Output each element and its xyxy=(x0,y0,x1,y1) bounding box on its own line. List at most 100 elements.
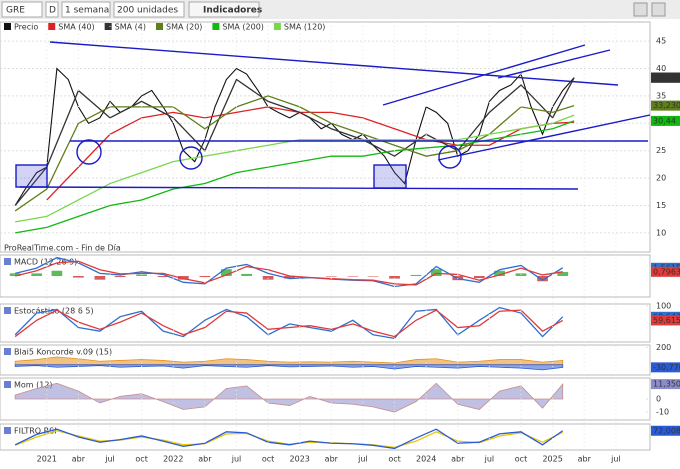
histogram-bar xyxy=(537,276,548,282)
value-label: 72,008 xyxy=(653,426,680,435)
panel-frame xyxy=(0,423,651,451)
histogram-bar xyxy=(389,276,400,279)
histogram-bar xyxy=(51,270,63,276)
histogram-bar xyxy=(325,276,337,277)
period[interactable]: 1 semana xyxy=(65,6,109,16)
legend-swatch xyxy=(212,23,220,30)
x-tick-label: oct xyxy=(135,455,147,464)
x-tick-label: 2021 xyxy=(37,455,57,464)
value-label: 38,313 xyxy=(653,73,680,82)
x-tick-label: jul xyxy=(357,455,368,464)
value-label: 11,350 xyxy=(653,380,680,389)
value-tag xyxy=(651,115,680,126)
panel-frame xyxy=(0,344,651,376)
channel-line xyxy=(437,114,651,161)
histogram-bar xyxy=(136,274,148,276)
panel-title: FILTRO RSI xyxy=(14,427,57,436)
panel-title: Mom (12) xyxy=(14,381,53,390)
legend-swatch xyxy=(104,23,112,30)
y-tick-label: 45 xyxy=(656,37,666,46)
histogram-bar xyxy=(347,276,359,277)
units-box[interactable] xyxy=(113,1,185,18)
area xyxy=(14,382,564,413)
value-label: 30,44 xyxy=(653,116,676,125)
circle-mark xyxy=(438,145,462,169)
value-tag xyxy=(651,100,680,111)
value-label: 33,230 xyxy=(653,101,680,110)
support-line xyxy=(19,186,579,190)
x-tick-label: abr xyxy=(198,455,212,464)
value-tag xyxy=(651,379,680,390)
symbol-box[interactable] xyxy=(1,1,43,18)
units[interactable]: 200 unidades xyxy=(117,6,178,16)
value-tag xyxy=(651,425,680,436)
toolbar-button[interactable] xyxy=(633,2,648,17)
x-tick-label: jul xyxy=(104,455,115,464)
symbol[interactable]: GRE xyxy=(6,6,25,16)
histogram-bar xyxy=(73,276,84,278)
panel-icon xyxy=(4,258,11,265)
histogram-bar xyxy=(114,276,126,278)
mode-box[interactable] xyxy=(45,1,59,18)
panel-frame xyxy=(0,254,651,298)
y-tick-label: 35 xyxy=(656,91,666,100)
series-line xyxy=(46,106,575,201)
x-tick-label: 2025 xyxy=(542,455,562,464)
histogram-bar xyxy=(220,269,232,276)
legend-label: SMA (40) xyxy=(58,23,94,32)
legend-label: SMA (20) xyxy=(166,23,202,32)
legend-label: SMA (4) xyxy=(115,23,146,32)
x-tick-label: oct xyxy=(262,455,274,464)
value-label: 0,7963 xyxy=(653,267,680,276)
panel-title: Blai5 Koncorde v.09 (15) xyxy=(14,348,112,357)
y-tick-label: 25 xyxy=(656,146,666,155)
histogram-bar xyxy=(157,276,169,278)
y-tick-label: 100 xyxy=(656,301,671,310)
x-tick-label: jul xyxy=(484,455,495,464)
panel-title: MACD (12 26 9) xyxy=(14,258,77,267)
y-tick-label: -10 xyxy=(656,408,669,417)
legend-swatch xyxy=(48,23,56,30)
histogram-bar xyxy=(367,276,379,277)
indicators-box[interactable] xyxy=(188,1,260,18)
histogram-bar xyxy=(430,269,442,276)
drawings xyxy=(15,41,651,190)
histogram-bar xyxy=(177,276,189,280)
panel-frame xyxy=(0,21,651,253)
value-tag xyxy=(651,315,680,326)
circle-mark xyxy=(179,146,203,170)
y-tick-label: 40 xyxy=(656,64,666,73)
legend-label: SMA (200) xyxy=(222,23,264,32)
y-tick-label: 15 xyxy=(656,201,666,210)
mode[interactable]: D xyxy=(49,6,56,16)
box-mark xyxy=(373,164,407,189)
series-line xyxy=(14,428,564,450)
toolbar-button[interactable] xyxy=(651,2,666,17)
value-tag xyxy=(651,266,680,277)
plot-layer: 1015202530354045ProRealTime.com - Fin de… xyxy=(0,21,680,464)
histogram-bar xyxy=(473,276,485,279)
x-tick-label: abr xyxy=(325,455,339,464)
panel-frame xyxy=(0,303,651,343)
x-tick-label: abr xyxy=(72,455,86,464)
x-tick-label: oct xyxy=(388,455,400,464)
series-line xyxy=(14,67,575,206)
indicators[interactable]: Indicadores xyxy=(203,6,262,16)
channel-line xyxy=(382,44,586,106)
histogram-bar xyxy=(410,274,422,276)
x-tick-label: abr xyxy=(451,455,465,464)
legend-label: SMA (120) xyxy=(284,23,326,32)
value-label: 59,615 xyxy=(653,316,680,325)
panel-icon xyxy=(4,307,11,314)
value-tag xyxy=(651,72,680,83)
series-line xyxy=(15,256,564,288)
panel-icon xyxy=(4,427,11,434)
period-box[interactable] xyxy=(61,1,111,18)
histogram-bar xyxy=(241,273,252,276)
circle-mark xyxy=(76,139,102,165)
histogram-bar xyxy=(284,276,295,279)
panel-icon xyxy=(4,381,11,388)
y-tick-label: 200 xyxy=(656,343,671,352)
x-tick-label: jul xyxy=(610,455,621,464)
